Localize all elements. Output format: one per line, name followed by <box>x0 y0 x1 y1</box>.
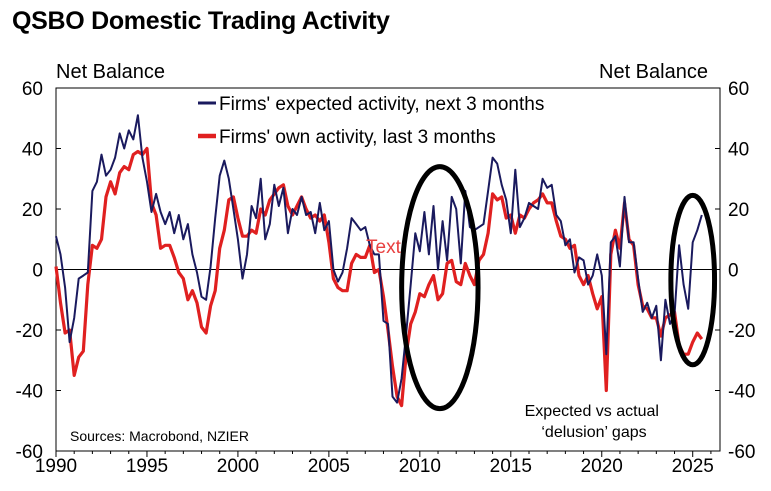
x-tick-label: 2015 <box>490 456 532 477</box>
highlight-layer <box>399 164 718 412</box>
legend-label: Firms' expected activity, next 3 months <box>219 94 544 115</box>
right-axis-title: Net Balance <box>599 61 708 83</box>
x-tick-label: 1995 <box>126 456 168 477</box>
annotation-line-2: ‘delusion’ gaps <box>541 424 646 441</box>
legend: Firms' expected activity, next 3 months F… <box>198 94 544 148</box>
series-line-expected-activity <box>55 114 703 404</box>
stray-label: Text <box>366 237 402 258</box>
left-axis-title: Net Balance <box>56 61 165 83</box>
annotation: Expected vs actual ‘delusion’ gaps <box>525 403 664 441</box>
left-tick-label: 40 <box>22 140 43 161</box>
legend-label: Firms' own activity, last 3 months <box>219 127 496 148</box>
chart-title: QSBO Domestic Trading Activity <box>12 7 390 35</box>
x-tick-label: 2000 <box>217 456 259 477</box>
x-tick-label: 2025 <box>672 456 714 477</box>
highlight-ellipse-current-gap <box>668 192 718 368</box>
annotation-line-1: Expected vs actual <box>525 403 659 420</box>
x-tick-label: 2005 <box>308 456 350 477</box>
left-tick-label: 20 <box>22 200 43 221</box>
x-tick-label: 2020 <box>581 456 623 477</box>
right-tick-label: -60 <box>728 442 755 463</box>
left-tick-label: -40 <box>16 382 43 403</box>
series-line-own-activity <box>54 146 704 408</box>
left-tick-label: -60 <box>16 442 43 463</box>
x-tick-label: 1990 <box>35 456 77 477</box>
right-tick-label: 0 <box>728 261 739 282</box>
left-tick-label: 60 <box>22 79 43 100</box>
right-tick-label: 40 <box>728 140 749 161</box>
highlight-ellipse-gfc-gap <box>399 164 481 412</box>
right-tick-label: 60 <box>728 79 749 100</box>
source-note: Sources: Macrobond, NZIER <box>70 428 249 444</box>
x-tick-label: 2010 <box>399 456 441 477</box>
series-layer <box>54 114 704 408</box>
right-tick-label: -20 <box>728 321 755 342</box>
right-tick-label: -40 <box>728 382 755 403</box>
right-tick-label: 20 <box>728 200 749 221</box>
left-tick-label: -20 <box>16 321 43 342</box>
left-tick-label: 0 <box>32 261 43 282</box>
